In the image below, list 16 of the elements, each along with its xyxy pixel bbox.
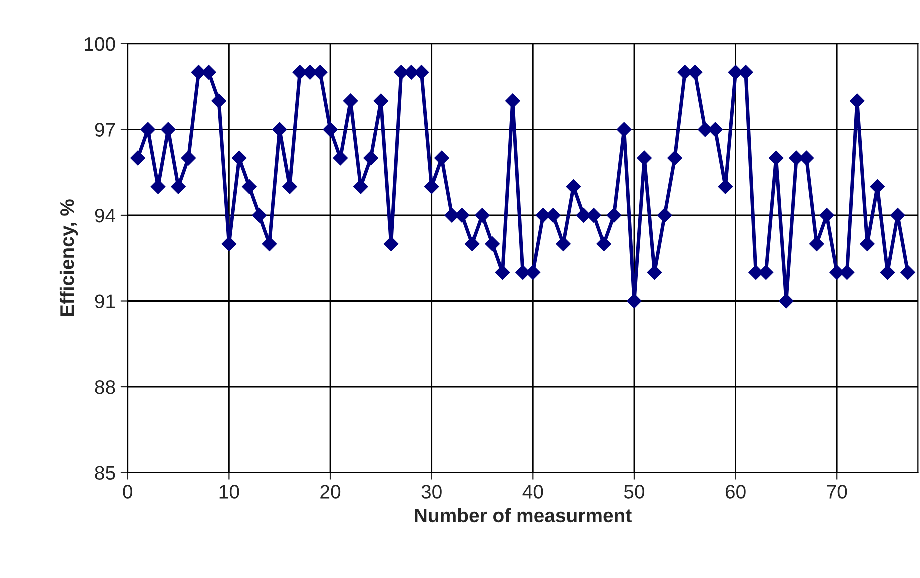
y-tick-label: 97 [95,123,116,137]
y-axis-title: Efficiency, % [60,200,78,316]
x-tick-label: 30 [422,485,442,499]
x-tick-label: 70 [827,485,848,499]
y-tick-label: 94 [95,208,116,223]
x-tick-label: 50 [624,485,645,499]
x-tick-label: 10 [220,485,240,499]
y-tick-label: 91 [95,294,116,308]
x-tick-label: 20 [320,485,341,499]
y-tick-label: 85 [95,466,116,480]
y-tick-label: 100 [85,37,116,52]
y-tick-label: 88 [95,380,116,394]
x-tick-label: 0 [123,485,133,499]
x-tick-label: 40 [522,485,544,499]
x-axis-title: Number of measurment [415,508,632,523]
x-tick-label: 60 [726,485,746,499]
